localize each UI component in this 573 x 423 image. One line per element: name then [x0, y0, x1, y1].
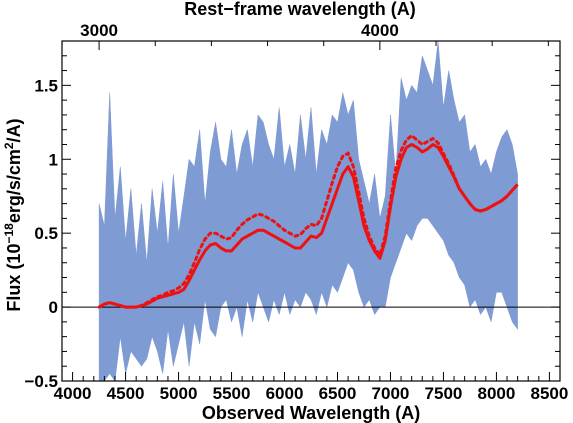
y-axis-title-exponent: −18	[2, 223, 16, 244]
x-tick-label: 8000	[478, 384, 516, 403]
top-tick-label: 3000	[80, 21, 118, 40]
y-tick-label: −0.5	[24, 372, 58, 391]
top-tick-label: 4000	[361, 21, 399, 40]
y-axis-title-part2: erg/s/cm	[4, 149, 24, 223]
plot-frame	[61, 40, 561, 382]
y-axis-title-part1: Flux (10	[4, 244, 24, 312]
x-tick-label: 4500	[107, 384, 145, 403]
x-tick-label: 7500	[425, 384, 463, 403]
top-axis-title: Rest−frame wavelength (A)	[184, 0, 416, 19]
x-tick-label: 4000	[54, 384, 92, 403]
x-tick-label: 6500	[319, 384, 357, 403]
x-tick-label: 6000	[266, 384, 304, 403]
x-tick-label: 8500	[530, 384, 568, 403]
x-tick-label: 7000	[372, 384, 410, 403]
y-tick-label: 0.5	[34, 224, 58, 243]
y-tick-label: 1.5	[34, 76, 58, 95]
axes-layer: 4000 4500 5000 5500 6000 6500 7000 7500 8000 8500…	[24, 21, 568, 403]
y-axis-title-part3: /A)	[4, 118, 24, 142]
y-axis-title: Flux (10−18erg/s/cm2/A)	[2, 118, 24, 311]
y-tick-label: 0	[49, 298, 58, 317]
x-tick-label: 5000	[160, 384, 198, 403]
y-axis-title-squared: 2	[2, 142, 16, 149]
plot-data-group	[62, 41, 560, 381]
noise-band	[98, 41, 518, 381]
x-tick-label: 5500	[213, 384, 251, 403]
plot-layer	[62, 41, 560, 381]
model-line-solid	[98, 143, 519, 309]
x-axis-title: Observed Wavelength (A)	[202, 403, 420, 423]
y-tick-label: 1	[49, 150, 58, 169]
